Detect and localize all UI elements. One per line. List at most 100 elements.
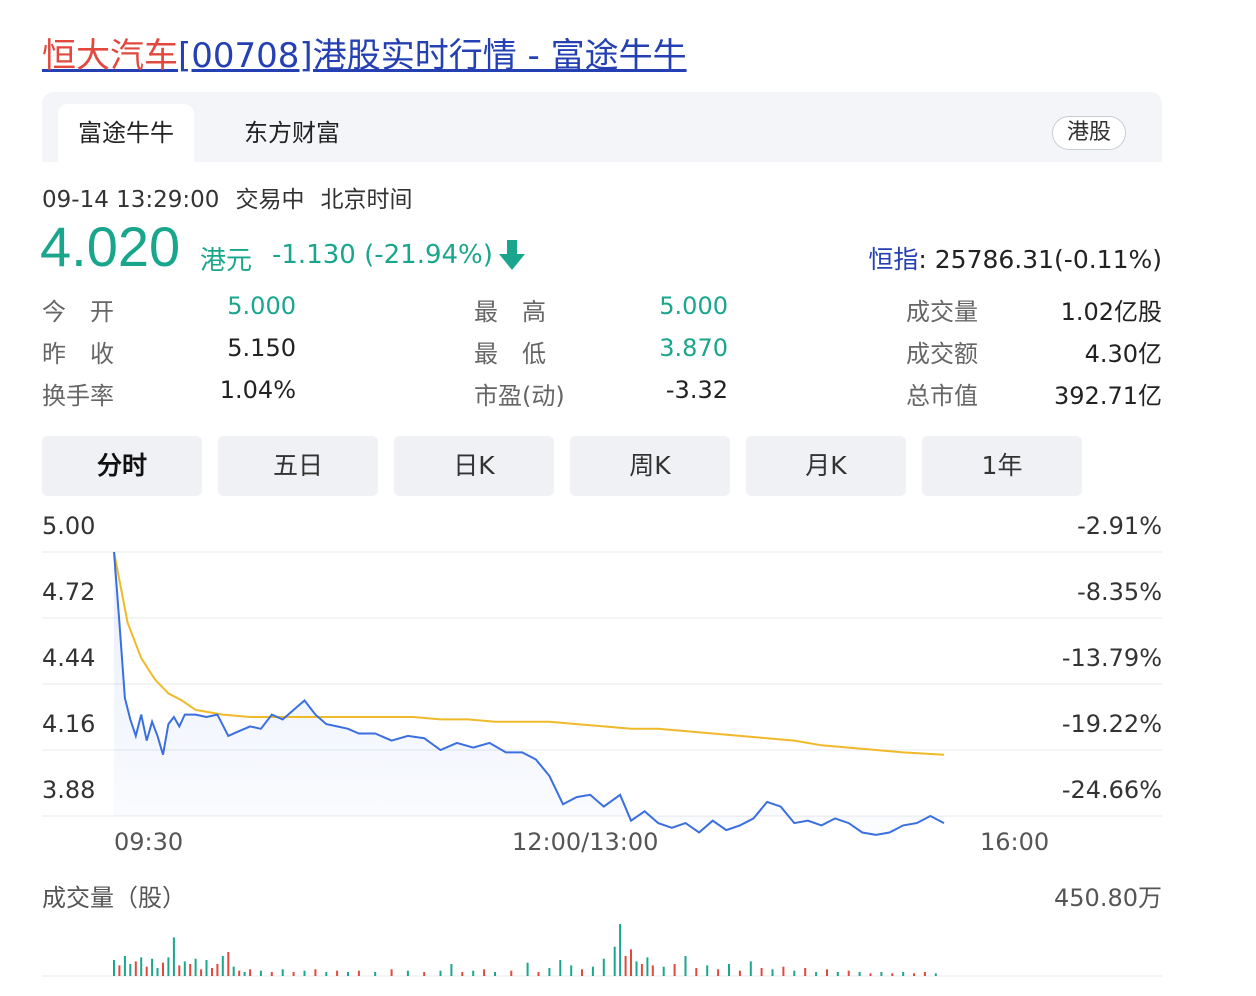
volume-bar xyxy=(728,964,730,976)
price-area-fill xyxy=(114,552,944,835)
tab-intraday[interactable]: 分时 xyxy=(42,436,202,496)
volume-bar xyxy=(815,972,818,976)
y-tick-right: -19.22% xyxy=(1061,710,1162,738)
tab-daily-k[interactable]: 日K xyxy=(394,436,554,496)
volume-bar xyxy=(113,960,115,976)
volume-bar xyxy=(439,970,442,976)
market-badge[interactable]: 港股 xyxy=(1052,116,1126,150)
volume-bar xyxy=(640,964,643,976)
stat-pe-label: 市盈(动) xyxy=(474,382,565,410)
volume-bar xyxy=(923,972,926,976)
volume-bar xyxy=(205,960,208,976)
volume-bar xyxy=(826,969,828,976)
stat-turnover-rate-value: 1.04% xyxy=(219,376,296,404)
volume-bar xyxy=(559,960,562,976)
price-change: -1.130 (-21.94%) xyxy=(272,240,493,270)
x-tick-open: 09:30 xyxy=(114,828,184,856)
volume-bar xyxy=(461,972,464,976)
volume-bar xyxy=(934,973,937,976)
volume-bar xyxy=(684,956,687,976)
volume-bar xyxy=(183,961,186,976)
volume-bar xyxy=(717,969,720,976)
volume-bar xyxy=(281,969,284,976)
volume-bar xyxy=(738,970,741,976)
stat-high-label: 最 高 xyxy=(474,298,546,326)
volume-bar xyxy=(782,966,785,976)
source-tabs-bar: 富途牛牛 东方财富 港股 xyxy=(42,92,1162,162)
x-tick-close: 16:00 xyxy=(980,828,1050,856)
hsi-index-name[interactable]: 恒指 xyxy=(868,245,919,274)
volume-bar xyxy=(270,972,273,976)
volume-bar xyxy=(336,970,339,976)
volume-bar xyxy=(630,949,632,976)
y-tick-left: 5.00 xyxy=(42,512,96,540)
volume-bar xyxy=(145,966,148,976)
volume-bar xyxy=(913,973,915,976)
volume-bar xyxy=(591,966,594,976)
volume-max-label: 450.80万 xyxy=(1054,884,1162,912)
volume-bar xyxy=(406,970,409,976)
volume-bar xyxy=(216,964,219,976)
tab-five-day[interactable]: 五日 xyxy=(218,436,378,496)
stat-market-cap-label: 总市值 xyxy=(906,382,978,410)
hsi-index[interactable]: 恒指: 25786.31(-0.11%) xyxy=(868,240,1162,276)
timezone-label: 北京时间 xyxy=(320,187,413,213)
volume-bar xyxy=(836,972,839,976)
volume-bar xyxy=(847,970,850,976)
y-tick-right: -24.66% xyxy=(1061,776,1162,804)
tab-one-year[interactable]: 1年 xyxy=(922,436,1082,496)
stat-low-label: 最 低 xyxy=(474,340,546,368)
volume-bar xyxy=(891,973,894,976)
volume-bar xyxy=(472,970,475,976)
y-tick-left: 4.44 xyxy=(42,644,96,672)
volume-bar xyxy=(314,969,317,976)
stat-open-label: 今 开 xyxy=(42,298,114,326)
volume-bar xyxy=(347,972,349,976)
tab-monthly-k[interactable]: 月K xyxy=(746,436,906,496)
volume-bar xyxy=(221,956,224,976)
stat-volume-value: 1.02亿股 xyxy=(1060,298,1162,326)
volume-bar xyxy=(232,966,235,976)
volume-bar xyxy=(537,972,540,976)
current-price: 4.020 xyxy=(40,215,181,278)
volume-bar xyxy=(793,970,796,976)
volume-bar xyxy=(646,957,649,976)
tab-futu[interactable]: 富途牛牛 xyxy=(58,104,194,162)
volume-bar xyxy=(869,973,872,976)
stat-low-value: 3.870 xyxy=(659,334,728,362)
volume-bar xyxy=(374,972,377,976)
volume-bar xyxy=(602,958,605,976)
title-highlight: 恒大汽车 xyxy=(42,36,178,76)
volume-bar xyxy=(162,962,164,976)
volume-bar xyxy=(706,965,709,976)
volume-bar xyxy=(259,970,262,976)
volume-bar xyxy=(902,972,905,976)
volume-bar xyxy=(238,970,241,976)
quote-status-line: 09-14 13:29:00 交易中 北京时间 xyxy=(42,180,428,214)
currency-label: 港元 xyxy=(200,246,253,276)
stat-amount-label: 成交额 xyxy=(906,340,978,368)
volume-bar xyxy=(200,969,203,976)
arrow-down-icon xyxy=(499,240,525,270)
quote-datetime: 09-14 13:29:00 xyxy=(42,187,220,213)
volume-bar xyxy=(178,965,181,976)
stat-market-cap-value: 392.71亿 xyxy=(1054,382,1162,410)
volume-bar xyxy=(325,972,328,976)
y-tick-right: -8.35% xyxy=(1077,578,1162,606)
volume-bar xyxy=(156,968,159,976)
tab-weekly-k[interactable]: 周K xyxy=(570,436,730,496)
volume-bar xyxy=(172,937,175,976)
volume-bar xyxy=(880,972,883,976)
y-tick-right: -2.91% xyxy=(1077,512,1162,540)
stat-amount-value: 4.30亿 xyxy=(1084,340,1162,368)
tab-eastmoney[interactable]: 东方财富 xyxy=(244,119,340,147)
volume-bar xyxy=(760,968,763,976)
volume-bar xyxy=(651,965,654,976)
volume-bar xyxy=(423,972,426,976)
volume-bar xyxy=(167,957,170,976)
page-title-link[interactable]: 恒大汽车[00708]港股实时行情 - 富途牛牛 xyxy=(42,34,687,78)
stat-turnover-rate-label: 换手率 xyxy=(42,382,114,410)
volume-bar xyxy=(227,952,230,976)
stat-prev-close-value: 5.150 xyxy=(227,334,296,362)
